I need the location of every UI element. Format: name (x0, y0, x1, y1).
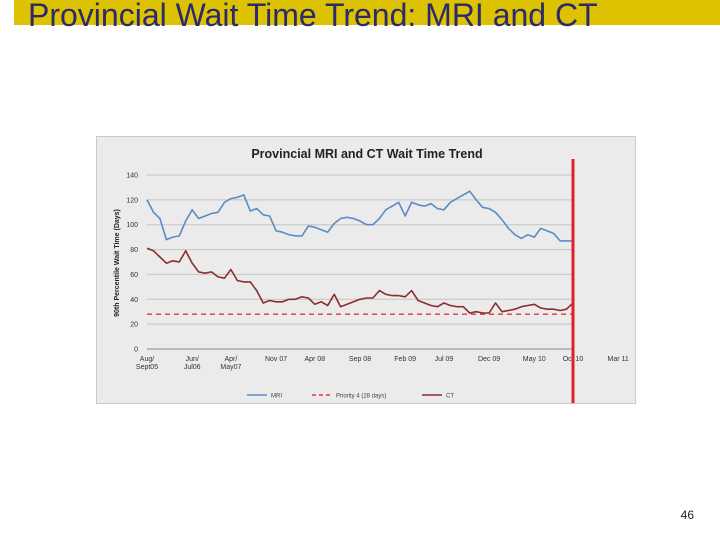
y-tick-label: 40 (130, 297, 138, 304)
x-tick-label: Apr 08 (305, 356, 326, 363)
x-tick-label: Nov 07 (265, 356, 287, 363)
x-tick-label: May 10 (523, 356, 546, 363)
legend-label: Priority 4 (28 days) (336, 394, 386, 400)
series-line-mri (146, 190, 573, 242)
legend-label: CT (446, 394, 454, 400)
x-tick-label: Jul 09 (435, 356, 454, 363)
y-tick-label: 80 (130, 247, 138, 254)
slide-title: Provincial Wait Time Trend: MRI and CT (28, 0, 598, 33)
x-tick-label: May07 (220, 364, 241, 371)
x-tick-label: Dec 09 (478, 356, 500, 363)
chart-panel: Provincial MRI and CT Wait Time Trend 90… (96, 136, 636, 404)
x-tick-label: Jun/ (186, 356, 199, 363)
top-band-gap (0, 0, 14, 25)
legend-label: MRI (271, 394, 282, 400)
x-tick-label: Sept05 (136, 364, 158, 371)
chart-title: Provincial MRI and CT Wait Time Trend (251, 147, 482, 161)
y-tick-label: 60 (130, 272, 138, 279)
y-axis-label: 90th Percentile Wait Time (Days) (114, 209, 121, 317)
x-tick-label: Apr/ (224, 356, 237, 363)
x-tick-label: Aug/ (140, 356, 154, 363)
series-line-ct (146, 247, 574, 314)
x-tick-label: Sep 08 (349, 356, 371, 363)
y-tick-label: 0 (134, 347, 138, 354)
y-tick-label: 140 (126, 173, 138, 180)
page-number: 46 (680, 508, 694, 522)
x-tick-label: Feb 09 (394, 356, 416, 363)
y-tick-label: 120 (126, 197, 138, 204)
x-tick-label: Mar 11 (608, 356, 629, 363)
y-tick-label: 100 (126, 222, 138, 229)
x-tick-label: Jul06 (184, 364, 201, 371)
wait-time-chart: Provincial MRI and CT Wait Time Trend 90… (114, 147, 629, 403)
top-accent-band (0, 0, 720, 25)
y-tick-label: 20 (130, 322, 138, 329)
